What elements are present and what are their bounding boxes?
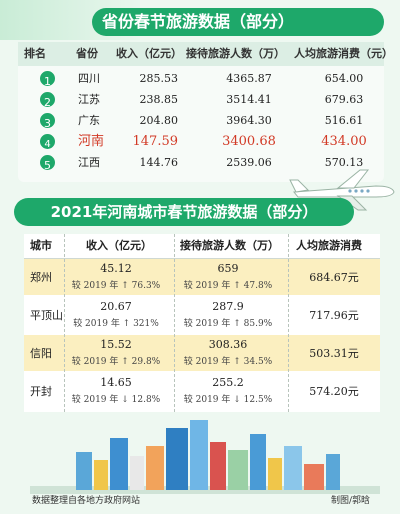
city-table-title: 2021年河南城市春节旅游数据（部分）: [14, 198, 354, 226]
province-row: 1 四川 285.53 4365.87 654.00: [18, 68, 384, 89]
city-visitors-change: 较 2019 年 ↑ 47.8%: [183, 281, 273, 291]
header-visitors: 接待旅游人数（万）: [186, 47, 285, 60]
city-income-change: 较 2019 年 ↑ 76.3%: [71, 281, 161, 291]
city-income: 14.65: [100, 376, 132, 389]
city-name: 郑州: [30, 271, 52, 284]
city-table-header: 城市 收入（亿元） 接待旅游人数（万） 人均旅游消费: [24, 234, 380, 259]
province-per-capita: 570.13: [324, 156, 364, 169]
city-per-capita: 503.31元: [309, 347, 359, 360]
city-income-change: 较 2019 年 ↑ 29.8%: [71, 357, 161, 367]
city-row: 平顶山 20.67 较 2019 年 ↑ 321% 287.9 较 2019 年…: [24, 297, 380, 333]
province-visitors: 2539.06: [226, 156, 272, 169]
city-name: 信阳: [30, 347, 52, 360]
province-income: 238.85: [139, 93, 179, 106]
rank-badge: 5: [40, 155, 55, 172]
city-income: 45.12: [100, 262, 132, 275]
credit-note: 制图/郭晗: [330, 496, 370, 506]
data-source-note: 数据整理自各地方政府网站: [32, 496, 141, 506]
province-table-header: 排名 省份 收入（亿元） 接待旅游人数（万） 人均旅游消费（元）: [18, 42, 393, 66]
city-per-capita: 684.67元: [309, 271, 359, 284]
province-per-capita: 516.61: [324, 114, 364, 127]
city-visitors: 287.9: [212, 300, 244, 313]
province-row-highlight: 4 河南 147.59 3400.68 434.00: [18, 131, 384, 152]
header-province: 省份: [76, 47, 98, 60]
province-table-title: 省份春节旅游数据（部分）: [92, 8, 384, 36]
city-per-capita: 574.20元: [309, 385, 359, 398]
column-divider: [64, 234, 66, 412]
header-per-capita: 人均旅游消费（元）: [294, 47, 393, 60]
province-income: 285.53: [139, 72, 179, 85]
city-income-change: 较 2019 年 ↑ 321%: [73, 319, 159, 329]
province-name: 河南: [78, 134, 105, 149]
province-table: 排名 省份 收入（亿元） 接待旅游人数（万） 人均旅游消费（元） 1 四川 28…: [18, 42, 393, 182]
city-income: 15.52: [100, 338, 132, 351]
city-visitors: 659: [217, 262, 239, 275]
city-visitors-change: 较 2019 年 ↑ 34.5%: [183, 357, 273, 367]
city-visitors: 308.36: [208, 338, 248, 351]
rank-badge: 2: [40, 92, 55, 109]
rank-badge: 1: [40, 71, 55, 88]
province-income: 204.80: [139, 114, 179, 127]
header-per-capita: 人均旅游消费: [296, 239, 362, 252]
province-per-capita: 679.63: [324, 93, 364, 106]
city-visitors-change: 较 2019 年 ↑ 85.9%: [183, 319, 273, 329]
province-visitors: 3400.68: [222, 134, 276, 149]
province-visitors: 3964.30: [226, 114, 272, 127]
header-income: 收入（亿元）: [116, 47, 182, 60]
province-name: 广东: [78, 114, 100, 127]
city-visitors: 255.2: [212, 376, 244, 389]
province-visitors: 4365.87: [226, 72, 272, 85]
header-city: 城市: [30, 239, 52, 252]
city-table: 城市 收入（亿元） 接待旅游人数（万） 人均旅游消费 郑州 45.12 较 20…: [24, 234, 380, 412]
header-rank: 排名: [24, 47, 46, 60]
city-per-capita: 717.96元: [309, 309, 359, 322]
province-name: 江西: [78, 156, 100, 169]
city-name: 开封: [30, 385, 52, 398]
city-visitors-change: 较 2019 年 ↓ 12.5%: [183, 395, 273, 405]
city-row: 郑州 45.12 较 2019 年 ↑ 76.3% 659 较 2019 年 ↑…: [24, 259, 380, 295]
province-income: 147.59: [132, 134, 179, 149]
column-divider: [288, 234, 290, 412]
province-name: 四川: [78, 72, 100, 85]
province-per-capita: 654.00: [324, 72, 364, 85]
city-row: 信阳 15.52 较 2019 年 ↑ 29.8% 308.36 较 2019 …: [24, 335, 380, 371]
city-income-change: 较 2019 年 ↓ 12.8%: [71, 395, 161, 405]
city-name: 平顶山: [30, 309, 63, 322]
province-name: 江苏: [78, 93, 100, 106]
city-skyline-illustration: [30, 420, 380, 494]
province-income: 144.76: [139, 156, 179, 169]
province-row: 3 广东 204.80 3964.30 516.61: [18, 110, 384, 131]
province-row: 5 江西 144.76 2539.06 570.13: [18, 152, 384, 173]
city-income: 20.67: [100, 300, 132, 313]
header-income: 收入（亿元）: [86, 239, 152, 252]
header-visitors: 接待旅游人数（万）: [180, 239, 279, 252]
column-divider: [174, 234, 176, 412]
rank-badge: 4: [40, 134, 55, 150]
province-visitors: 3514.41: [226, 93, 272, 106]
province-row: 2 江苏 238.85 3514.41 679.63: [18, 89, 384, 110]
city-row: 开封 14.65 较 2019 年 ↓ 12.8% 255.2 较 2019 年…: [24, 373, 380, 409]
province-per-capita: 434.00: [321, 134, 367, 149]
rank-badge: 3: [40, 113, 55, 130]
